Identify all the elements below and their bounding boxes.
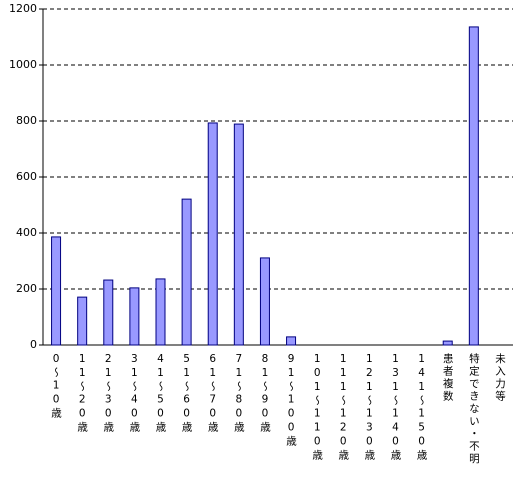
x-tick-label: 0～10歳 [50, 353, 62, 420]
y-tick-label: 1200 [9, 2, 37, 15]
bar [468, 26, 479, 346]
x-tick-label: 81～90歳 [259, 353, 271, 434]
x-tick-label: 91～100歳 [285, 353, 297, 448]
x-tick-label: 101～110歳 [311, 353, 323, 462]
bar [442, 340, 453, 346]
x-tick-label: 51～60歳 [181, 353, 193, 434]
bar [233, 123, 244, 346]
y-tick-label: 0 [30, 338, 37, 351]
x-tick-label: 未入力等 [494, 353, 506, 403]
x-tick-label: 41～50歳 [155, 353, 167, 434]
bar [181, 198, 192, 346]
x-tick-label: 患者複数 [442, 353, 454, 403]
x-tick-label: 31～40歳 [128, 353, 140, 434]
bar [155, 278, 166, 346]
x-tick-label: 61～70歳 [207, 353, 219, 434]
bar [286, 336, 297, 346]
y-tick-label: 800 [16, 114, 37, 127]
x-tick-label: 141～150歳 [416, 353, 428, 462]
bar [77, 296, 88, 346]
x-tick-label: 121～130歳 [363, 353, 375, 462]
bar [259, 257, 270, 346]
bar [207, 122, 218, 346]
x-tick-label: 111～120歳 [337, 353, 349, 462]
bar [129, 287, 140, 346]
x-tick-label: 71～80歳 [233, 353, 245, 434]
bar [51, 236, 62, 346]
y-tick-label: 600 [16, 170, 37, 183]
y-tick-label: 400 [16, 226, 37, 239]
x-tick-label: 21～30歳 [102, 353, 114, 434]
x-tick-label: 131～140歳 [390, 353, 402, 462]
x-tick-label: 特定できない・不明 [468, 353, 480, 466]
y-tick-label: 1000 [9, 58, 37, 71]
x-tick-label: 11～20歳 [76, 353, 88, 434]
bar [103, 279, 114, 346]
y-tick-label: 200 [16, 282, 37, 295]
